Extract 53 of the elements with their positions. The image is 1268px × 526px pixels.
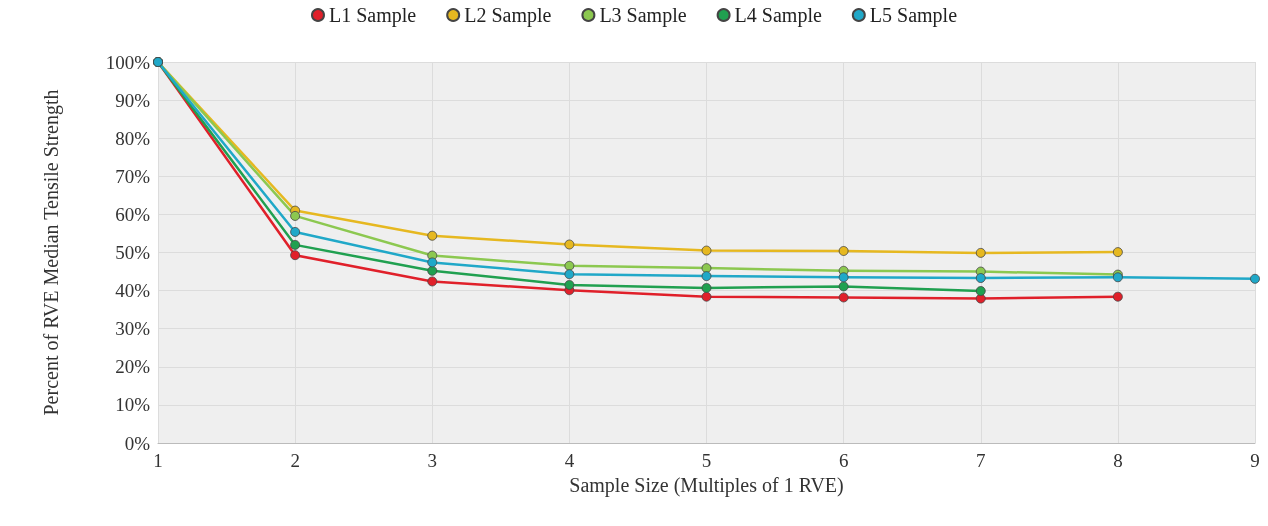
point — [427, 276, 438, 287]
y-tick-label: 100% — [105, 51, 151, 73]
x-tick-label: 2 — [290, 450, 300, 471]
point — [838, 292, 849, 303]
point — [564, 260, 575, 271]
point — [290, 250, 301, 261]
point — [975, 247, 986, 258]
point — [564, 239, 575, 250]
point — [975, 286, 986, 296]
y-tick-label: 30% — [115, 318, 151, 340]
point — [564, 279, 575, 290]
x-tick-label: 9 — [1250, 450, 1260, 471]
point — [290, 227, 301, 237]
y-axis-title: Percent of RVE Median Tensile Strength — [40, 89, 63, 416]
y-tick-label: 0% — [124, 432, 151, 454]
point — [290, 239, 301, 250]
point — [1112, 291, 1123, 302]
y-tick-label: 40% — [115, 280, 151, 302]
y-tick-label: 90% — [115, 89, 151, 111]
point — [290, 211, 301, 221]
x-tick-label: 7 — [976, 450, 986, 471]
y-tick-label: 50% — [115, 242, 151, 263]
y-tick-label: 80% — [115, 127, 151, 149]
point — [838, 246, 849, 256]
legend-label: L5 Sample — [869, 4, 958, 27]
point — [1250, 273, 1260, 284]
legend-label: L3 Sample — [599, 4, 687, 27]
point — [427, 265, 438, 276]
point — [1112, 247, 1123, 258]
legend-label: L1 Sample — [328, 4, 417, 27]
y-tick-label: 70% — [115, 165, 151, 187]
point — [564, 269, 575, 280]
point — [701, 245, 712, 256]
point — [427, 230, 438, 241]
legend-label: L4 Sample — [734, 4, 822, 27]
point — [427, 257, 438, 268]
point — [701, 291, 712, 302]
y-tick-label: 20% — [115, 356, 151, 378]
point — [838, 281, 849, 292]
x-axis-title: Sample Size (Multiples of 1 RVE) — [569, 473, 844, 497]
point — [701, 283, 712, 293]
x-tick-label: 3 — [427, 450, 437, 471]
y-tick-label: 10% — [115, 394, 151, 416]
x-tick-label: 1 — [153, 450, 163, 471]
x-tick-label: 6 — [838, 450, 849, 471]
y-tick-label: 60% — [115, 203, 151, 225]
x-tick-label: 5 — [701, 450, 712, 471]
x-tick-label: 8 — [1113, 450, 1123, 471]
point — [838, 272, 849, 283]
point — [975, 273, 986, 283]
x-tick-label: 4 — [564, 450, 575, 471]
point — [701, 271, 712, 282]
legend-label: L2 Sample — [464, 4, 552, 27]
